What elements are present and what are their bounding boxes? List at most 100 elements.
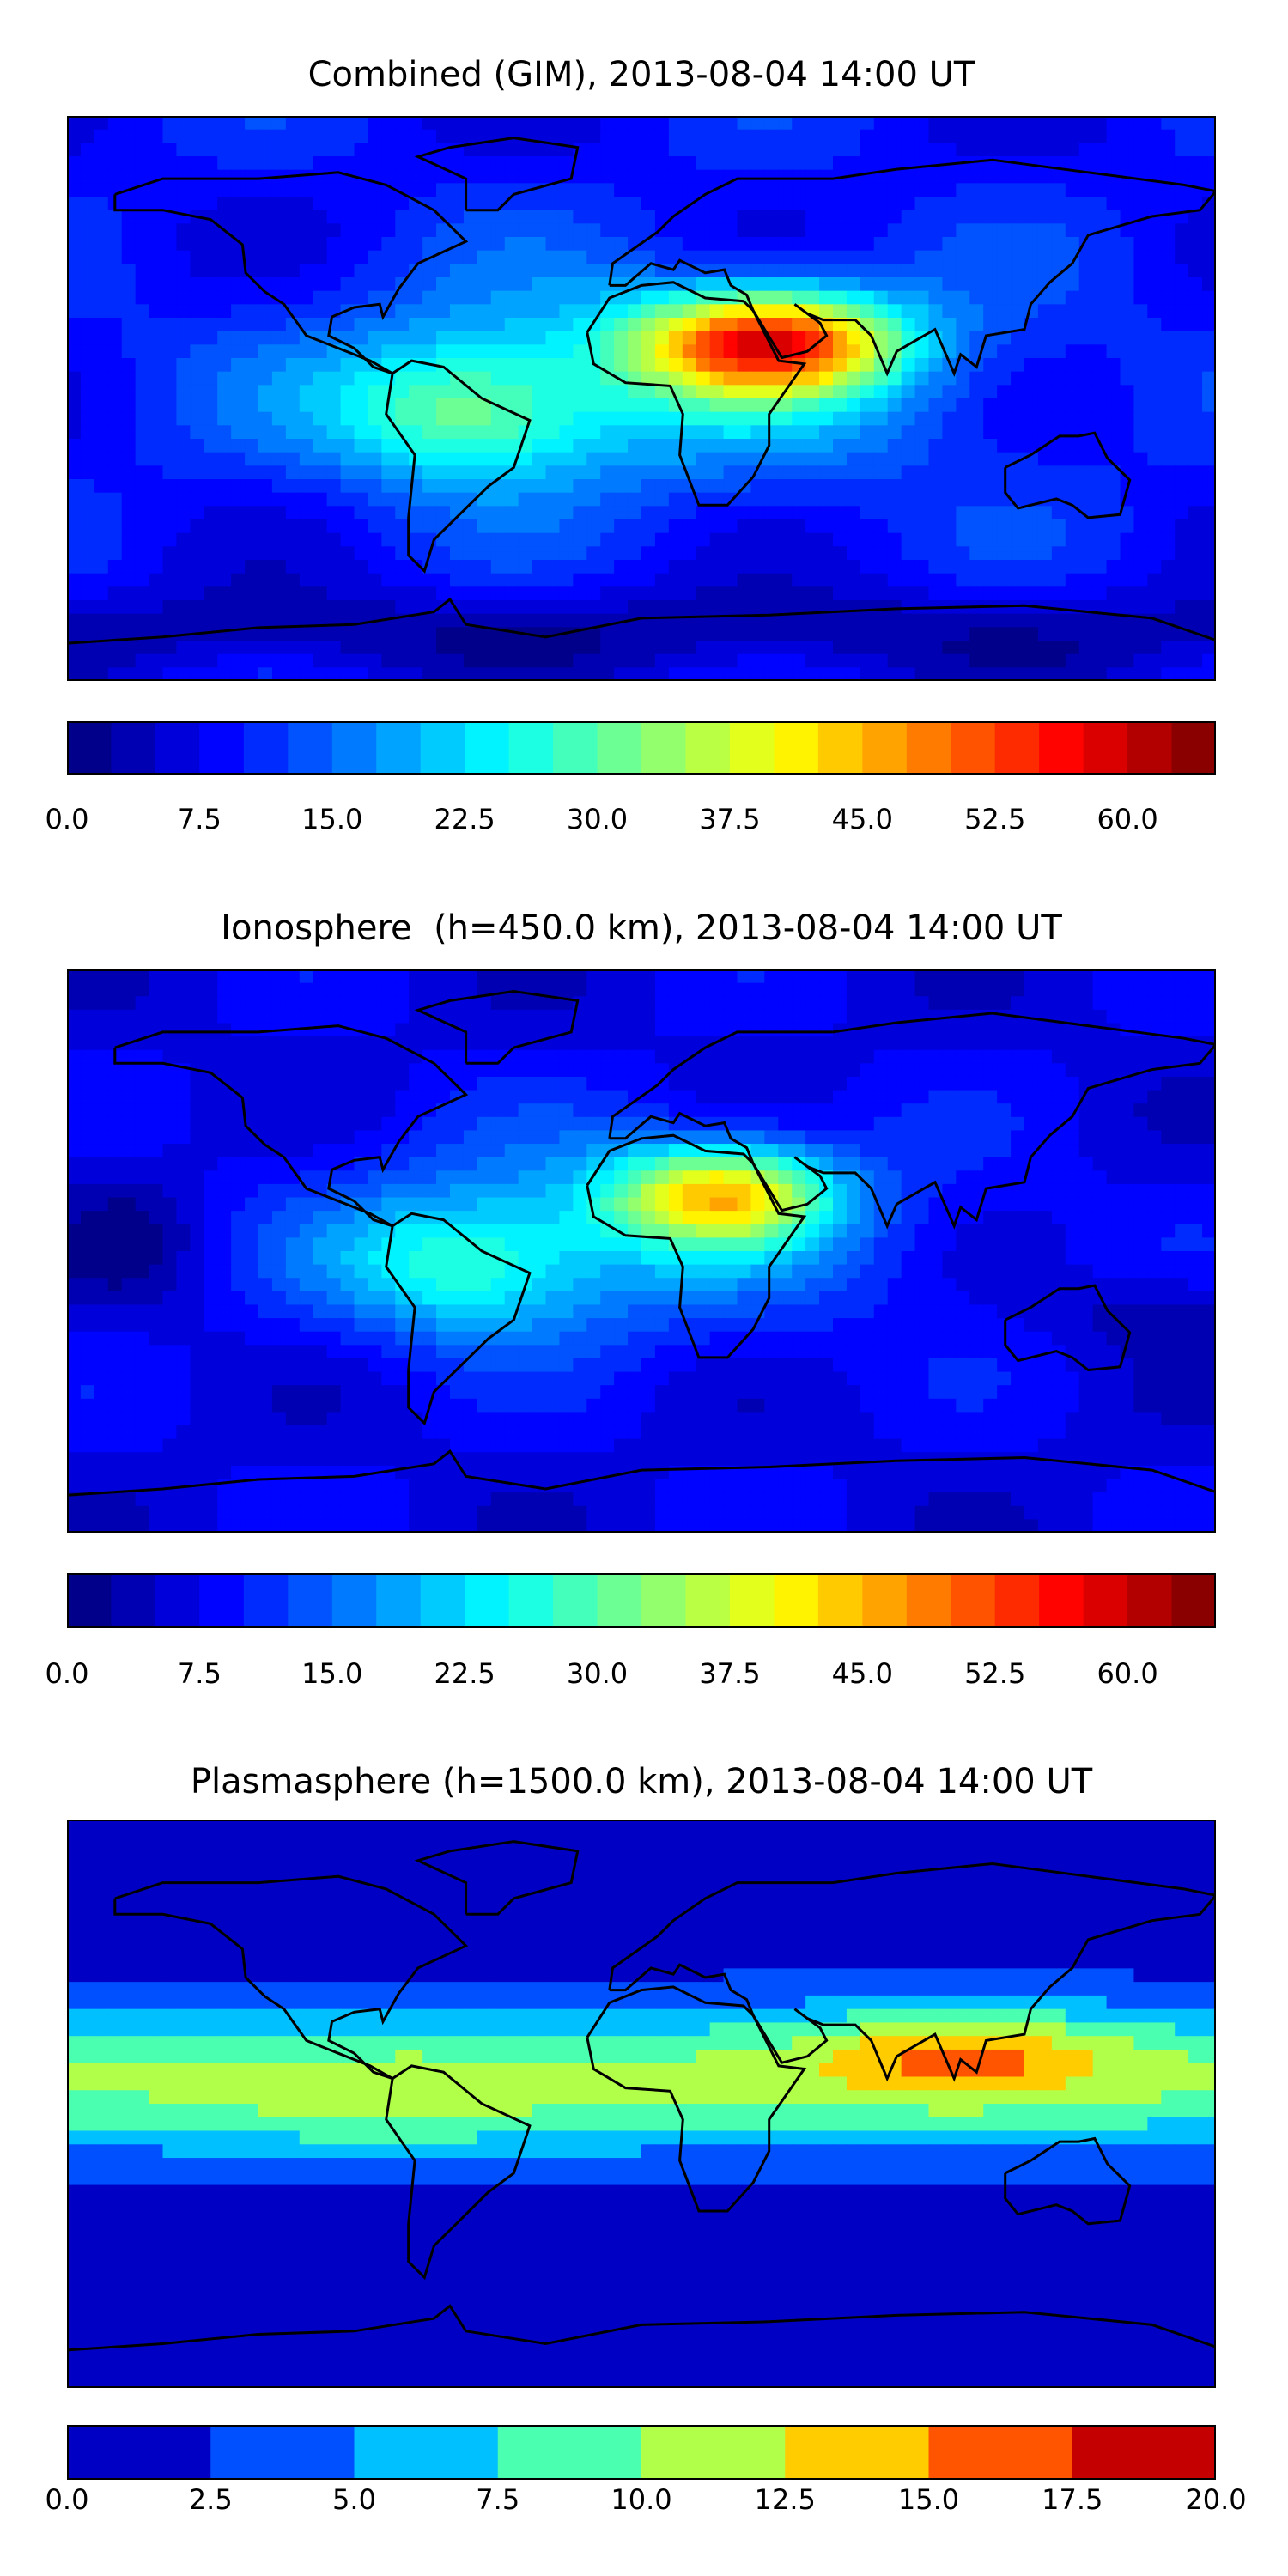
heatmap-cell — [1037, 143, 1053, 157]
heatmap-cell — [504, 290, 519, 305]
heatmap-cell — [1147, 586, 1162, 601]
heatmap-cell — [463, 452, 478, 466]
heatmap-cell — [1188, 1063, 1203, 1078]
heatmap-cell — [887, 1063, 902, 1078]
colorbar-bin — [862, 721, 908, 775]
heatmap-cell — [149, 210, 164, 224]
heatmap-cell — [271, 560, 287, 574]
heatmap-cell — [436, 398, 451, 413]
heatmap-cell — [764, 1144, 779, 1158]
heatmap-cell — [107, 532, 123, 547]
heatmap-cell — [819, 1090, 834, 1104]
heatmap-cell — [1120, 1076, 1135, 1091]
heatmap-cell — [819, 1076, 834, 1091]
heatmap-cell — [1161, 627, 1176, 641]
heatmap-cell — [1202, 653, 1216, 668]
heatmap-cell — [956, 1183, 970, 1199]
heatmap-cell — [668, 237, 683, 252]
heatmap-cell — [1051, 1144, 1066, 1158]
heatmap-cell — [873, 573, 889, 587]
heatmap-cell — [750, 641, 765, 655]
heatmap-cell — [668, 1023, 683, 1037]
heatmap-cell — [1133, 290, 1148, 305]
heatmap-cell — [750, 371, 765, 386]
heatmap-cell — [1065, 411, 1080, 426]
heatmap-cell — [778, 653, 793, 668]
heatmap-cell — [422, 290, 437, 305]
heatmap-cell — [422, 318, 437, 332]
heatmap-cell — [819, 613, 834, 628]
heatmap-cell — [135, 210, 150, 224]
heatmap-cell — [422, 385, 437, 399]
heatmap-cell — [1147, 1144, 1162, 1158]
heatmap-cell — [354, 1036, 369, 1051]
heatmap-cell — [176, 439, 191, 453]
heatmap-cell — [1011, 411, 1025, 426]
heatmap-cell — [204, 532, 218, 547]
heatmap-cell — [819, 1116, 834, 1132]
heatmap-cell — [668, 641, 683, 655]
heatmap-cell — [914, 116, 930, 131]
heatmap-cell — [1175, 969, 1189, 984]
heatmap-cell — [737, 331, 752, 345]
heatmap-cell — [532, 331, 547, 345]
heatmap-cell — [258, 1023, 273, 1037]
heatmap-cell — [600, 492, 615, 507]
heatmap-cell — [764, 1130, 779, 1145]
heatmap-cell — [641, 1023, 656, 1037]
heatmap-cell — [792, 465, 806, 480]
heatmap-cell — [819, 641, 834, 655]
heatmap-cell — [190, 613, 204, 628]
heatmap-cell — [559, 1090, 574, 1104]
heatmap-cell — [271, 358, 287, 373]
heatmap-cell — [860, 1076, 875, 1091]
heatmap-cell — [395, 586, 410, 601]
heatmap-cell — [969, 197, 984, 211]
heatmap-cell — [641, 996, 656, 1011]
heatmap-cell — [422, 1076, 437, 1091]
heatmap-cell — [1051, 532, 1066, 547]
heatmap-cell — [1175, 358, 1189, 373]
heatmap-cell — [545, 371, 561, 386]
heatmap-cell — [1161, 277, 1176, 292]
heatmap-cell — [477, 290, 492, 305]
heatmap-cell — [436, 1036, 451, 1051]
heatmap-cell — [1202, 1049, 1216, 1064]
heatmap-cell — [1106, 1130, 1121, 1145]
heatmap-cell — [326, 264, 342, 278]
heatmap-cell — [750, 1130, 765, 1145]
heatmap-cell — [381, 627, 396, 641]
heatmap-cell — [956, 1023, 970, 1037]
heatmap-cell — [887, 519, 902, 534]
heatmap-cell — [1051, 506, 1066, 520]
heatmap-cell — [709, 398, 725, 413]
heatmap-cell — [1161, 331, 1176, 345]
heatmap-cell — [422, 667, 437, 681]
heatmap-cell — [204, 982, 218, 997]
heatmap-cell — [778, 519, 793, 534]
heatmap-cell — [846, 1116, 861, 1132]
heatmap-cell — [1106, 1036, 1121, 1051]
heatmap-cell — [1188, 1049, 1203, 1064]
heatmap-cell — [983, 1063, 998, 1078]
heatmap-cell — [409, 371, 423, 386]
heatmap-cell — [559, 506, 574, 520]
heatmap-cell — [1202, 210, 1216, 224]
heatmap-cell — [1051, 600, 1066, 615]
heatmap-cell — [942, 116, 957, 131]
heatmap-cell — [914, 1157, 930, 1171]
heatmap-cell — [80, 1157, 95, 1171]
heatmap-cell — [860, 996, 875, 1011]
heatmap-cell — [107, 641, 123, 655]
heatmap-cell — [764, 197, 779, 211]
heatmap-cell — [1106, 304, 1121, 319]
heatmap-cell — [586, 627, 601, 641]
heatmap-cell — [285, 1090, 301, 1104]
heatmap-cell — [149, 560, 164, 574]
heatmap-cell — [833, 1116, 848, 1132]
heatmap-cell — [641, 250, 656, 264]
heatmap-cell — [299, 667, 314, 681]
heatmap-cell — [873, 479, 889, 494]
heatmap-cell — [1133, 385, 1148, 399]
heatmap-cell — [873, 237, 889, 252]
